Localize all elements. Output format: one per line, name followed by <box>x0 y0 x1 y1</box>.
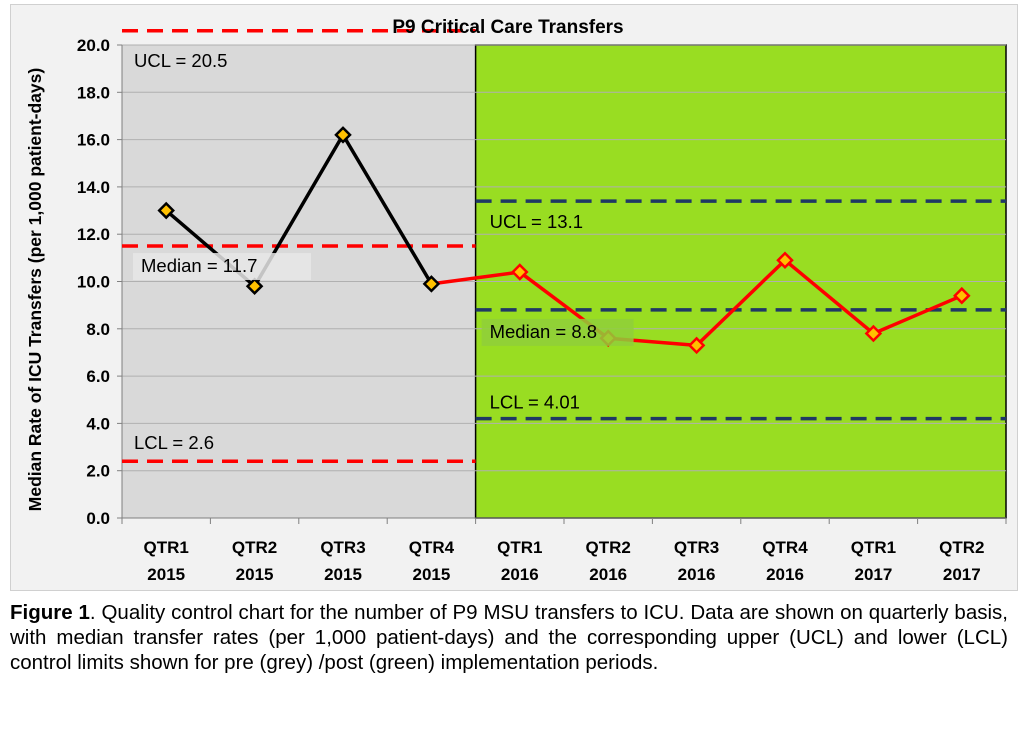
data-point <box>953 286 971 305</box>
y-tick-label: 0.0 <box>86 509 110 528</box>
y-tick-label: 18.0 <box>77 83 110 102</box>
data-point <box>776 251 794 269</box>
data-point <box>245 277 264 295</box>
x-tick-label: QTR1 <box>144 538 189 557</box>
x-tick-label: 2016 <box>501 565 539 584</box>
y-tick-label: 2.0 <box>86 462 110 481</box>
x-tick-label: QTR2 <box>232 538 277 557</box>
data-point <box>687 336 706 355</box>
data-point <box>864 324 883 343</box>
x-tick-label: 2016 <box>589 565 627 584</box>
reference-line-label: Median = 11.7 <box>141 255 257 276</box>
x-tick-label: 2017 <box>943 565 981 584</box>
y-tick-label: 10.0 <box>77 273 110 292</box>
chart-title: P9 Critical Care Transfers <box>392 17 623 38</box>
x-tick-label: QTR1 <box>497 538 542 557</box>
x-tick-label: QTR4 <box>762 538 808 557</box>
x-tick-label: 2017 <box>854 565 892 584</box>
y-tick-label: 14.0 <box>77 178 110 197</box>
series-line <box>165 133 433 288</box>
y-tick-label: 6.0 <box>86 367 110 386</box>
reference-line-label: UCL = 20.5 <box>134 50 227 71</box>
x-tick-label: QTR3 <box>320 538 365 557</box>
data-point <box>511 263 529 281</box>
reference-label-bg <box>481 318 634 346</box>
data-point <box>157 201 175 220</box>
x-tick-label: 2015 <box>324 565 362 584</box>
x-tick-label: QTR2 <box>939 538 984 557</box>
data-point <box>422 275 441 293</box>
reference-line-label: LCL = 2.6 <box>134 432 214 453</box>
y-tick-label: 20.0 <box>77 36 110 55</box>
x-tick-label: 2016 <box>766 565 804 584</box>
y-tick-label: 12.0 <box>77 225 110 244</box>
control-chart: 0.0 2.0 4.0 6.0 8.0 10.0 12.0 14.0 16.0 18.0 20.0 Q… <box>25 17 1007 584</box>
reference-line-label: Median = 8.8 <box>490 321 597 342</box>
y-tick-label: 4.0 <box>86 414 110 433</box>
x-tick-label: QTR4 <box>409 538 455 557</box>
x-tick-label: 2016 <box>678 565 716 584</box>
reference-line-label: LCL = 4.01 <box>490 392 580 413</box>
reference-line-label: UCL = 13.1 <box>490 211 583 232</box>
y-axis-label: Median Rate of ICU Transfers (per 1,000 … <box>25 68 45 511</box>
x-tick-label: 2015 <box>236 565 274 584</box>
x-tick-label: QTR3 <box>674 538 719 557</box>
figure-label: Figure 1 <box>10 601 90 624</box>
figure-caption: Figure 1. Quality control chart for the … <box>10 600 1008 675</box>
reference-label-bg <box>133 253 311 281</box>
x-tick-label: QTR2 <box>586 538 631 557</box>
y-tick-label: 16.0 <box>77 131 110 150</box>
x-tick-label: 2015 <box>412 565 450 584</box>
data-point <box>334 126 352 144</box>
figure-caption-text: . Quality control chart for the number o… <box>10 601 1008 674</box>
x-tick-label: 2015 <box>147 565 185 584</box>
chart-frame: 0.0 2.0 4.0 6.0 8.0 10.0 12.0 14.0 16.0 18.0 20.0 Q… <box>10 4 1018 591</box>
y-tick-label: 8.0 <box>86 320 110 339</box>
x-tick-label: QTR1 <box>851 538 896 557</box>
